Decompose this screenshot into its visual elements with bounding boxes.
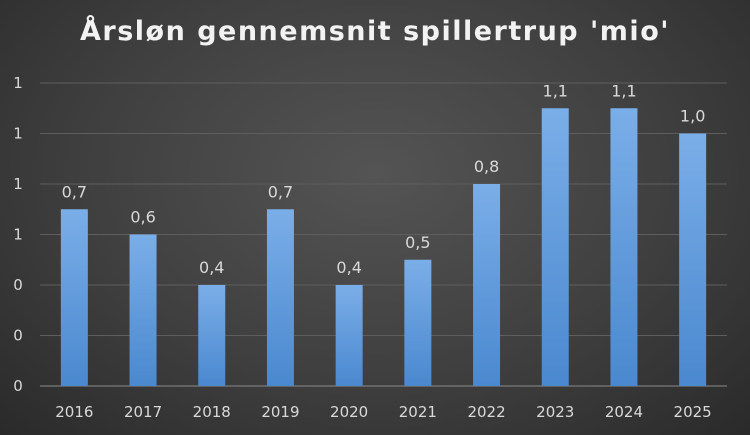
x-tick-label: 2022 <box>467 403 505 421</box>
data-label-2025: 1,0 <box>680 107 705 126</box>
data-label-2019: 0,7 <box>268 182 293 201</box>
bar-2019 <box>266 209 294 386</box>
x-tick-label: 2025 <box>674 403 712 421</box>
data-label-2020: 0,4 <box>336 258 361 277</box>
data-label-2018: 0,4 <box>199 258 224 277</box>
x-tick-label: 2019 <box>261 403 299 421</box>
y-tick-label: 1 <box>13 74 23 92</box>
y-tick-label: 0 <box>13 327 23 345</box>
bar-2020 <box>335 285 363 386</box>
bar-2025 <box>679 133 707 386</box>
x-tick-label: 2020 <box>330 403 368 421</box>
bar-2017 <box>129 234 157 386</box>
y-tick-label: 0 <box>13 276 23 294</box>
data-label-2021: 0,5 <box>405 233 430 252</box>
bar-2021 <box>404 259 432 386</box>
data-label-2023: 1,1 <box>543 81 568 100</box>
data-label-2024: 1,1 <box>611 81 636 100</box>
bar-2022 <box>473 184 501 386</box>
x-tick-label: 2018 <box>193 403 231 421</box>
x-tick-label: 2017 <box>124 403 162 421</box>
data-label-2017: 0,6 <box>130 208 155 227</box>
chart-title: Årsløn gennemsnit spillertrup 'mio' <box>79 16 671 47</box>
bar-2018 <box>198 285 226 386</box>
bar-2016 <box>60 209 88 386</box>
data-label-2016: 0,7 <box>62 182 87 201</box>
x-tick-label: 2023 <box>536 403 574 421</box>
x-tick-label: 2021 <box>399 403 437 421</box>
y-tick-label: 1 <box>13 226 23 244</box>
bar-2024 <box>610 108 638 386</box>
y-tick-label: 1 <box>13 125 23 143</box>
x-tick-label: 2024 <box>605 403 643 421</box>
y-tick-label: 1 <box>13 175 23 193</box>
bar-2023 <box>541 108 569 386</box>
y-tick-label: 0 <box>13 377 23 395</box>
x-tick-label: 2016 <box>55 403 93 421</box>
data-label-2022: 0,8 <box>474 157 499 176</box>
